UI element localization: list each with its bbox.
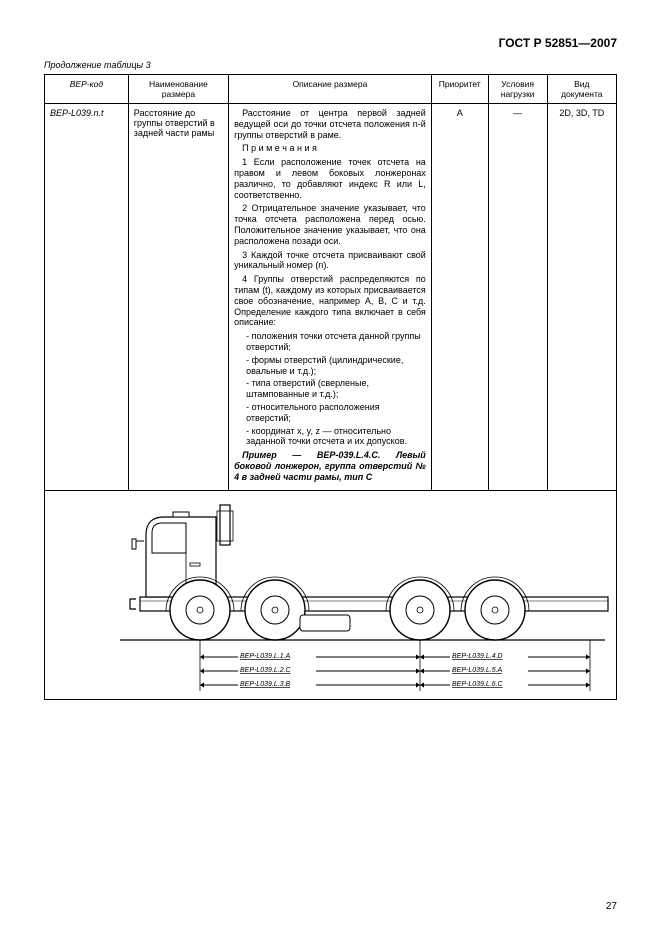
notes-title: П р и м е ч а н и я <box>234 143 426 154</box>
note-1: 1 Если расположение точек отсчета на пра… <box>234 157 426 200</box>
col-load: Условия нагрузки <box>488 75 547 104</box>
bullet-5: координат x, y, z — относительно заданно… <box>246 426 426 448</box>
col-name: Наименование размера <box>128 75 228 104</box>
table-diagram-row: BEP-L039.L.1.A BEP-L039.L.2.C BEP-L039.L.3… <box>45 490 617 699</box>
table-header-row: BEP-код Наименование размера Описание ра… <box>45 75 617 104</box>
note-2: 2 Отрицательное значение указывает, что … <box>234 203 426 246</box>
cell-diagram: BEP-L039.L.1.A BEP-L039.L.2.C BEP-L039.L.3… <box>45 490 617 699</box>
svg-text:BEP-L039.L.4.D: BEP-L039.L.4.D <box>452 653 503 660</box>
svg-text:BEP-L039.L.6.C: BEP-L039.L.6.C <box>452 681 504 688</box>
bullet-1: положения точки отсчета данной группы от… <box>246 331 426 353</box>
svg-text:BEP-L039.L.3.B: BEP-L039.L.3.B <box>240 681 291 688</box>
note-3: 3 Каждой точке отсчета присваивают свой … <box>234 250 426 272</box>
col-bep-code: BEP-код <box>45 75 129 104</box>
cell-name: Расстояние до группы отверстий в задней … <box>128 104 228 491</box>
cell-load: — <box>488 104 547 491</box>
bullet-4: относительного расположения отверстий; <box>246 402 426 424</box>
doc-header: ГОСТ Р 52851—2007 <box>44 36 617 50</box>
col-priority: Приоритет <box>431 75 488 104</box>
example: Пример — BEP-039.L.4.C. Левый боковой ло… <box>234 450 426 482</box>
table-row: BEP-L039.n.t Расстояние до группы отверс… <box>45 104 617 491</box>
svg-text:BEP-L039.L.1.A: BEP-L039.L.1.A <box>240 653 291 660</box>
page: ГОСТ Р 52851—2007 Продолжение таблицы 3 … <box>0 0 661 936</box>
page-number: 27 <box>606 901 617 912</box>
truck-diagram: BEP-L039.L.1.A BEP-L039.L.2.C BEP-L039.L.3… <box>50 495 610 695</box>
col-doctype: Вид документа <box>547 75 616 104</box>
note-4: 4 Группы отверстий распределяются по тип… <box>234 274 426 328</box>
cell-priority: A <box>431 104 488 491</box>
main-table: BEP-код Наименование размера Описание ра… <box>44 74 617 700</box>
cell-description: Расстояние от центра первой задней ведущ… <box>229 104 432 491</box>
note-bullets: положения точки отсчета данной группы от… <box>234 331 426 447</box>
svg-text:BEP-L039.L.5.A: BEP-L039.L.5.A <box>452 667 503 674</box>
table-caption: Продолжение таблицы 3 <box>44 60 617 70</box>
desc-main: Расстояние от центра первой задней ведущ… <box>234 108 426 140</box>
bullet-3: типа отверстий (сверленые, штампованные … <box>246 378 426 400</box>
cell-doctype: 2D, 3D, TD <box>547 104 616 491</box>
cell-code: BEP-L039.n.t <box>45 104 129 491</box>
col-desc: Описание размера <box>229 75 432 104</box>
svg-text:BEP-L039.L.2.C: BEP-L039.L.2.C <box>240 667 292 674</box>
bullet-2: формы отверстий (цилиндрические, овальны… <box>246 355 426 377</box>
